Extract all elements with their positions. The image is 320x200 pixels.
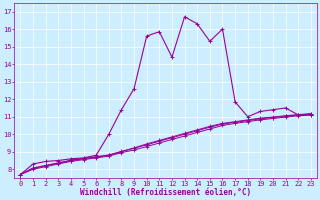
X-axis label: Windchill (Refroidissement éolien,°C): Windchill (Refroidissement éolien,°C) (80, 188, 251, 197)
